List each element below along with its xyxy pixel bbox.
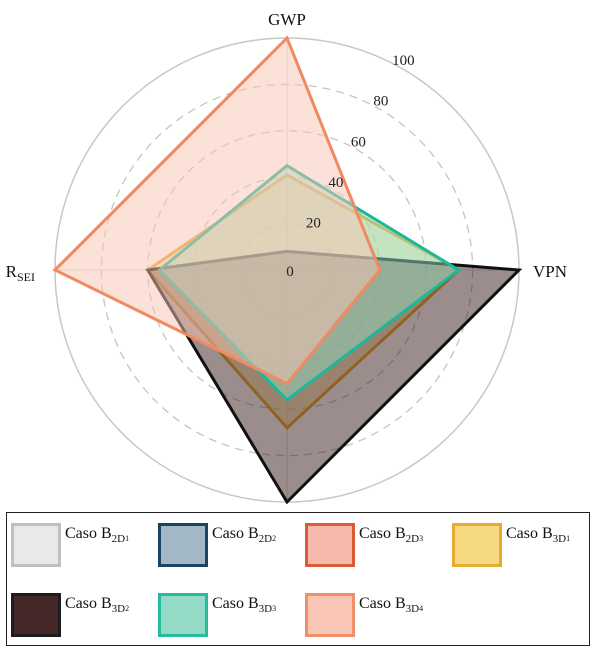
legend-label: Caso B3D4 [359, 595, 424, 615]
tick-label: 40 [328, 175, 343, 191]
legend-label: Caso B3D3 [212, 595, 277, 615]
legend-swatch [452, 523, 502, 567]
legend-label: Caso B2D3 [359, 525, 424, 545]
legend-item-3D-3: Caso B3D3 [158, 593, 276, 637]
legend-item-2D-1: Caso B2D1 [11, 523, 129, 567]
legend-swatch [305, 593, 355, 637]
tick-label: 60 [351, 134, 366, 150]
legend-label: Caso B3D1 [506, 525, 571, 545]
legend: Caso B2D1 Caso B2D2 Caso B2D3 Caso B3D1 Caso… [6, 512, 590, 646]
legend-item-2D-2: Caso B2D2 [158, 523, 276, 567]
legend-label: Caso B2D1 [65, 525, 130, 545]
legend-swatch [158, 523, 208, 567]
axis-labels: 020406080100GWPVPNMPRSEI [6, 10, 567, 284]
legend-swatch [305, 523, 355, 567]
tick-label: 20 [306, 215, 321, 231]
legend-swatch [158, 593, 208, 637]
legend-swatch [11, 593, 61, 637]
legend-item-3D-1: Caso B3D1 [452, 523, 570, 567]
legend-item-3D-4: Caso B3D4 [305, 593, 423, 637]
series-polygon-3D-4 [52, 35, 382, 386]
axis-label-gwp: GWP [268, 10, 306, 29]
tick-label: 80 [373, 94, 388, 110]
axis-label-vpn: VPN [533, 262, 567, 281]
legend-label: Caso B3D2 [65, 595, 130, 615]
legend-swatch [11, 523, 61, 567]
legend-label: Caso B2D2 [212, 525, 277, 545]
legend-item-3D-2: Caso B3D2 [11, 593, 129, 637]
axis-label-rsei: RSEI [6, 262, 35, 284]
tick-label: 100 [392, 53, 415, 69]
series-layer [52, 35, 523, 505]
tick-label: 0 [286, 264, 294, 280]
legend-item-2D-3: Caso B2D3 [305, 523, 423, 567]
radar-chart: 020406080100GWPVPNMPRSEI [6, 10, 567, 505]
